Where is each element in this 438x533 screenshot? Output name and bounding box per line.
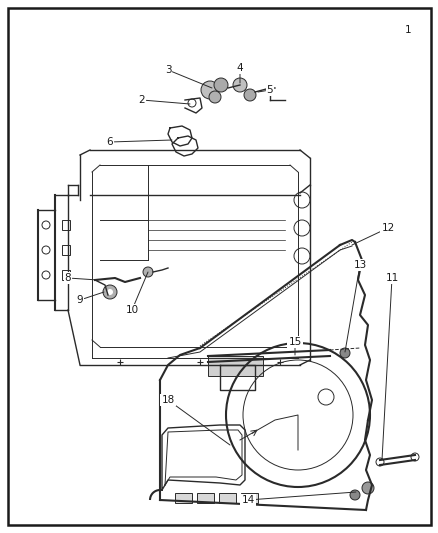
Text: 11: 11 <box>381 273 398 460</box>
Text: 12: 12 <box>351 223 394 245</box>
Bar <box>62 220 70 230</box>
Circle shape <box>201 81 219 99</box>
Bar <box>240 493 258 503</box>
Text: 10: 10 <box>125 272 148 315</box>
Text: 6: 6 <box>106 137 172 147</box>
Text: 9: 9 <box>77 292 104 305</box>
Text: 1: 1 <box>404 25 410 35</box>
Bar <box>62 245 70 255</box>
Text: 5: 5 <box>258 85 273 95</box>
Text: 3: 3 <box>164 65 212 88</box>
Bar <box>219 493 236 503</box>
Circle shape <box>103 285 117 299</box>
Circle shape <box>213 78 227 92</box>
Circle shape <box>361 482 373 494</box>
Circle shape <box>339 348 349 358</box>
Text: 2: 2 <box>138 95 190 105</box>
Circle shape <box>244 89 255 101</box>
Text: 4: 4 <box>236 63 243 83</box>
Text: 14: 14 <box>241 492 355 505</box>
Bar <box>175 493 191 503</box>
Circle shape <box>107 289 113 295</box>
Bar <box>208 356 262 376</box>
Text: 13: 13 <box>344 260 366 352</box>
Circle shape <box>208 91 220 103</box>
Text: 8: 8 <box>64 273 98 283</box>
Text: 18: 18 <box>161 395 230 445</box>
Bar <box>197 493 213 503</box>
Circle shape <box>143 267 153 277</box>
Circle shape <box>349 490 359 500</box>
Bar <box>62 270 70 280</box>
Circle shape <box>233 78 247 92</box>
Text: 15: 15 <box>288 337 301 355</box>
